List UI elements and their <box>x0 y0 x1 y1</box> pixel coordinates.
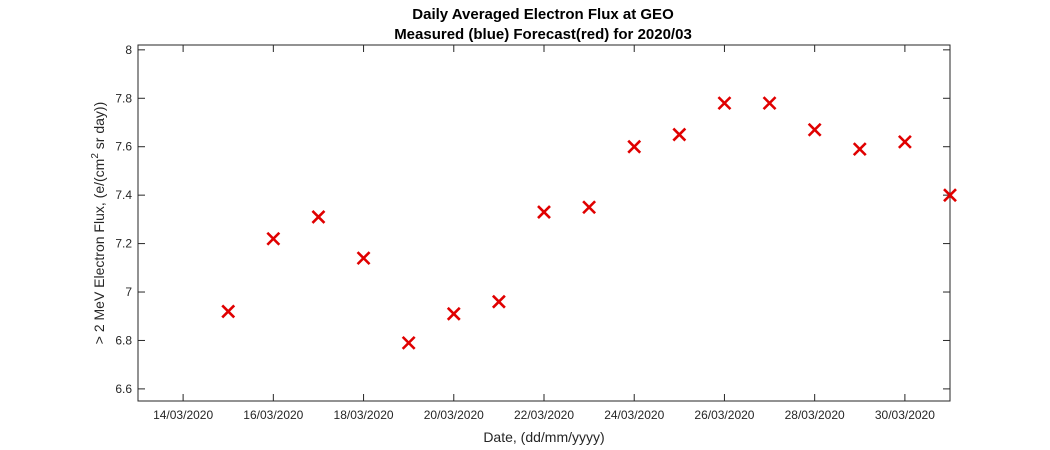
data-point-marker <box>807 122 822 137</box>
data-point-marker <box>762 96 777 111</box>
data-point-marker <box>852 142 867 157</box>
x-tick-label: 14/03/2020 <box>153 408 213 422</box>
data-point-marker <box>311 210 326 224</box>
y-tick-label: 6.6 <box>115 382 132 396</box>
data-point-marker <box>266 231 281 246</box>
x-tick-label: 26/03/2020 <box>694 408 754 422</box>
data-point-marker <box>537 205 551 220</box>
data-markers <box>221 96 957 350</box>
data-point-marker <box>491 294 506 309</box>
data-point-marker <box>356 251 371 266</box>
y-tick-label: 6.8 <box>115 333 132 347</box>
data-point-marker <box>582 200 597 215</box>
x-tick-label: 30/03/2020 <box>875 408 935 422</box>
data-point-marker <box>627 139 642 154</box>
data-point-marker <box>401 335 416 350</box>
y-tick-label: 7.6 <box>115 140 132 154</box>
data-point-marker <box>897 134 912 149</box>
x-tick-label: 28/03/2020 <box>785 408 845 422</box>
data-point-marker <box>672 127 687 142</box>
plot-area <box>138 45 950 401</box>
y-tick-label: 8 <box>125 43 132 57</box>
y-axis-label-suffix: sr day)) <box>91 102 107 153</box>
y-tick-label: 7.4 <box>115 188 132 202</box>
chart-subtitle: Measured (blue) Forecast(red) for 2020/0… <box>394 26 692 43</box>
data-point-marker <box>717 96 732 111</box>
data-point-marker <box>446 306 461 321</box>
x-tick-label: 20/03/2020 <box>424 408 484 422</box>
y-tick-label: 7.2 <box>115 237 132 251</box>
y-axis-label-prefix: > 2 MeV Electron Flux, (e/(cm <box>91 159 107 345</box>
data-point-marker <box>221 304 236 319</box>
x-axis-ticks: 14/03/2020 16/03/2020 18/03/2020 20/03/2020… <box>153 45 935 422</box>
x-tick-label: 16/03/2020 <box>243 408 303 422</box>
chart-title: Daily Averaged Electron Flux at GEO <box>412 6 674 23</box>
x-axis-label: Date, (dd/mm/yyyy) <box>483 429 604 445</box>
x-tick-label: 18/03/2020 <box>334 408 394 422</box>
y-axis-label: > 2 MeV Electron Flux, (e/(cm2 sr day)) <box>90 102 107 344</box>
data-point-marker <box>943 188 957 203</box>
y-tick-label: 7 <box>125 285 132 299</box>
x-tick-label: 24/03/2020 <box>604 408 664 422</box>
y-tick-label: 7.8 <box>115 91 132 105</box>
y-axis-label-superscript: 2 <box>90 153 101 159</box>
x-tick-label: 22/03/2020 <box>514 408 574 422</box>
y-axis-ticks: 6.6 6.8 7 7.2 7.4 7.6 7.8 8 <box>115 43 950 396</box>
